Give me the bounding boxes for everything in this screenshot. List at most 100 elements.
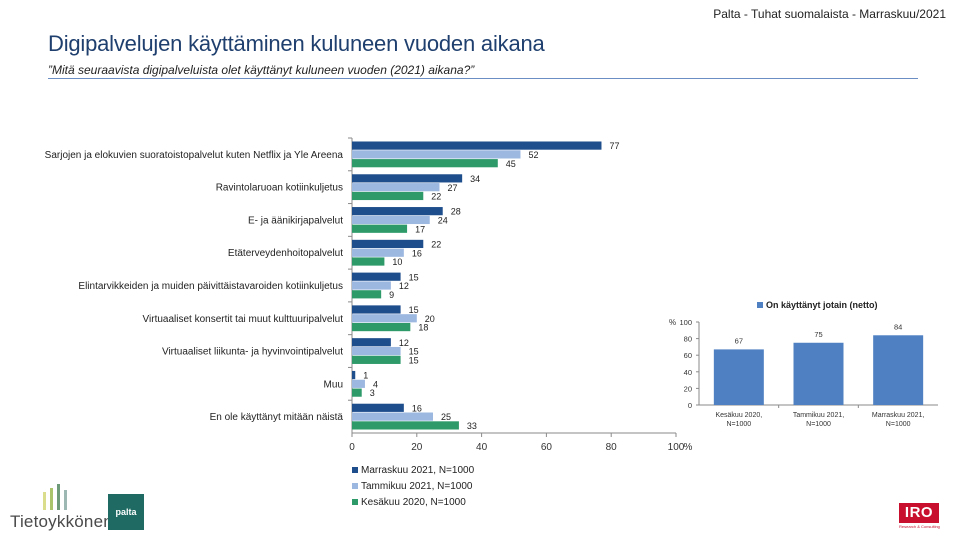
data-label: 3 (370, 388, 375, 398)
bar (352, 248, 404, 257)
x-tick-label: 100 (668, 442, 685, 453)
data-label: 24 (438, 216, 448, 226)
bar (352, 191, 424, 201)
category-label: Elintarvikkeiden ja muiden päivittäistav… (78, 281, 343, 292)
bar (352, 141, 602, 150)
source-line: Palta - Tuhat suomalaista - Marraskuu/20… (713, 7, 946, 21)
inset-y-tick-label: 20 (684, 384, 692, 393)
bar (352, 305, 401, 314)
data-label: 15 (409, 355, 419, 365)
inset-y-tick-label: 60 (684, 351, 692, 360)
data-label: 45 (506, 159, 516, 169)
x-tick-label: 60 (541, 442, 553, 453)
bar (352, 272, 401, 281)
data-label: 25 (441, 412, 451, 422)
bar (352, 421, 459, 430)
iro-wordmark: IRO (899, 503, 939, 523)
inset-y-tick-label: 40 (684, 368, 692, 377)
bar (352, 314, 417, 323)
legend-swatch (352, 499, 358, 505)
category-label: E- ja äänikirjapalvelut (248, 215, 343, 226)
data-label: 10 (392, 257, 402, 267)
iro-tagline: Research & Consulting (899, 524, 940, 529)
tietoykkonen-logo: Tietoykkönen (10, 484, 113, 532)
bar (352, 355, 401, 364)
inset-bar (713, 349, 764, 405)
data-label: 12 (399, 338, 409, 348)
category-label: Ravintolaruoan kotiinkuljetus (216, 183, 343, 194)
inset-bar (793, 342, 844, 405)
inset-y-tick-label: 0 (688, 401, 692, 410)
bar (352, 403, 404, 412)
inset-category-label: N=1000 (886, 421, 911, 428)
inset-category-label: N=1000 (726, 421, 751, 428)
category-label: En ole käyttänyt mitään näistä (210, 412, 344, 423)
data-label: 9 (389, 290, 394, 300)
category-label: Virtuaaliset liikunta- ja hyvinvointipal… (162, 347, 343, 358)
bar (352, 207, 443, 216)
data-label: 52 (528, 150, 538, 160)
iro-logo: IRO Research & Consulting (899, 503, 945, 531)
inset-y-unit: % (669, 318, 676, 327)
inset-y-tick-label: 80 (684, 335, 692, 344)
legend-label: Tammikuu 2021, N=1000 (361, 481, 473, 492)
inset-category-label: Marraskuu 2021, (872, 412, 925, 419)
bar (352, 346, 401, 356)
bar (352, 290, 382, 299)
inset-bar (873, 335, 924, 405)
inset-data-label: 67 (735, 336, 743, 345)
page-title: Digipalvelujen käyttäminen kuluneen vuod… (48, 31, 545, 56)
inset-legend-swatch (757, 302, 763, 308)
x-tick-label: 40 (476, 442, 488, 453)
data-label: 34 (470, 174, 480, 184)
inset-category-label: Tammikuu 2021, (793, 412, 844, 419)
data-label: 16 (412, 248, 422, 258)
inset-data-label: 75 (814, 330, 822, 339)
data-label: 15 (409, 305, 419, 315)
category-label: Virtuaaliset konsertit tai muut kulttuur… (143, 314, 344, 325)
data-label: 33 (467, 421, 477, 431)
legend-label: Marraskuu 2021, N=1000 (361, 465, 475, 476)
bar (352, 150, 521, 159)
inset-y-tick-label: 100 (679, 318, 692, 327)
inset-category-label: Kesäkuu 2020, (715, 412, 762, 419)
bar (352, 379, 365, 388)
legend-swatch (352, 467, 358, 473)
data-label: 17 (415, 224, 425, 234)
bar (352, 224, 408, 233)
bar (352, 412, 433, 421)
bar (352, 239, 424, 249)
bar (352, 215, 430, 225)
category-label: Sarjojen ja elokuvien suoratoistopalvelu… (45, 150, 344, 161)
category-label: Muu (324, 379, 343, 390)
bar (352, 370, 356, 380)
category-label: Etäterveydenhoitopalvelut (228, 248, 343, 259)
bar (352, 159, 498, 168)
bar (352, 174, 463, 183)
bar (352, 257, 385, 266)
x-tick-label: 20 (411, 442, 423, 453)
x-tick-label: 80 (606, 442, 618, 453)
bar (352, 183, 440, 192)
x-axis-unit: % (684, 442, 693, 453)
legend-swatch (352, 483, 358, 489)
x-tick-label: 0 (349, 442, 355, 453)
data-label: 16 (412, 403, 422, 413)
data-label: 18 (418, 323, 428, 333)
data-label: 15 (409, 272, 419, 282)
data-label: 28 (451, 207, 461, 217)
title-divider (48, 78, 918, 79)
palta-logo: palta (108, 494, 144, 530)
inset-category-label: N=1000 (806, 421, 831, 428)
data-label: 15 (409, 347, 419, 357)
legend-label: Kesäkuu 2020, N=1000 (361, 497, 466, 508)
data-label: 22 (431, 240, 441, 250)
data-label: 22 (431, 192, 441, 202)
bar (352, 388, 362, 397)
bar (352, 281, 391, 290)
data-label: 4 (373, 379, 378, 389)
bar (352, 322, 411, 332)
bar (352, 338, 391, 347)
